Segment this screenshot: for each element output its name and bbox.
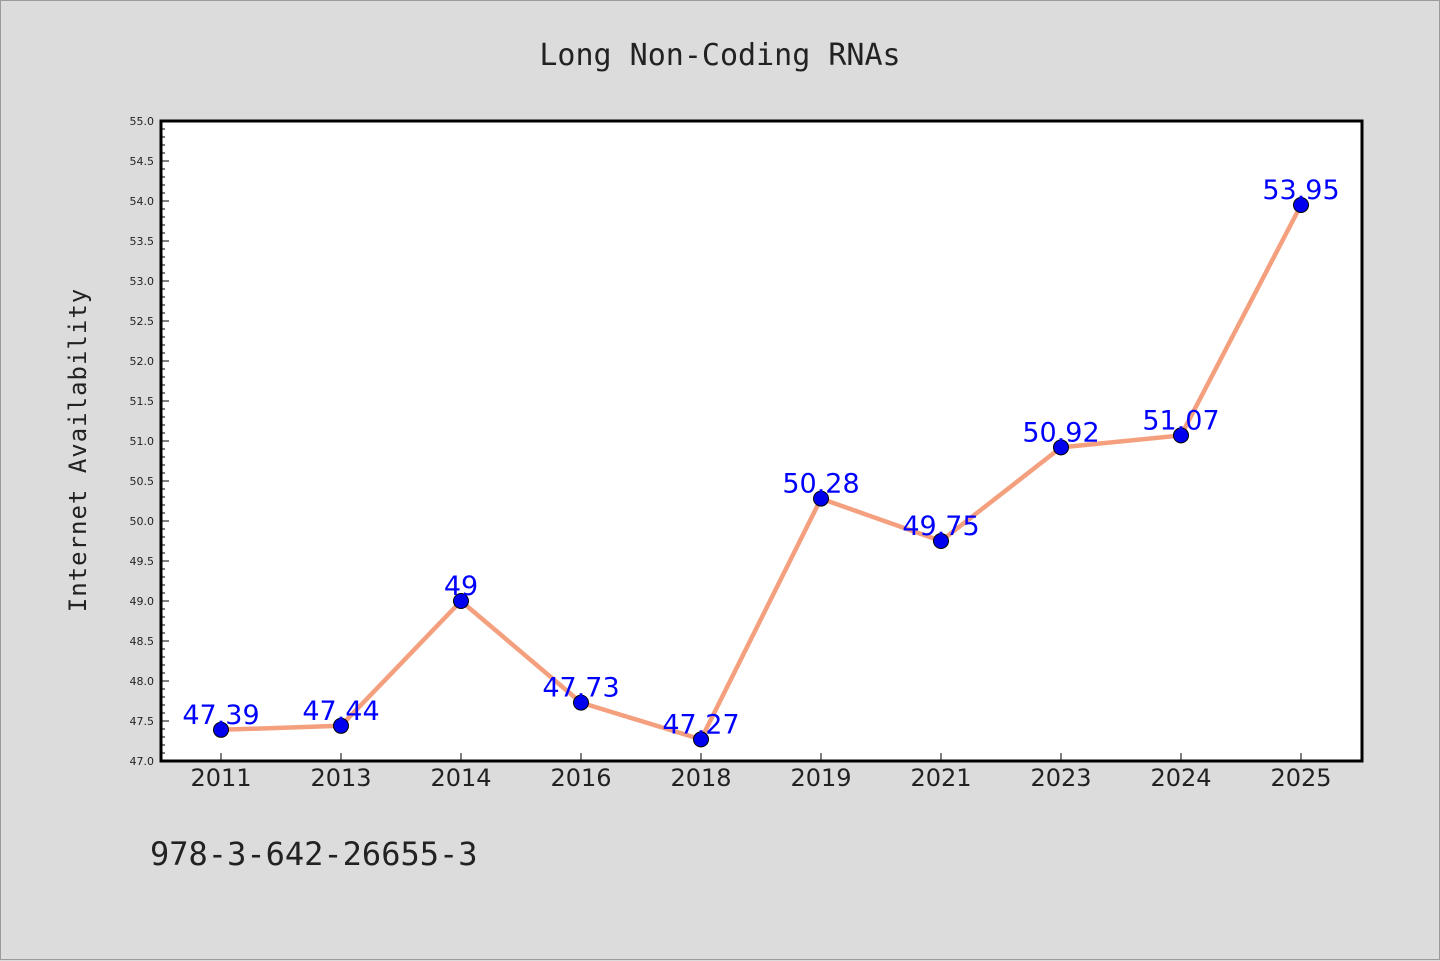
x-tick-label: 2025 <box>1270 764 1331 792</box>
data-label: 49 <box>444 571 478 602</box>
data-label: 49.75 <box>902 511 979 542</box>
x-tick-label: 2018 <box>670 764 731 792</box>
y-tick-label: 51.0 <box>130 435 155 448</box>
series-layer <box>213 197 1309 748</box>
isbn-footer: 978-3-642-26655-3 <box>150 835 478 873</box>
y-axis-label: Internet Availability <box>64 288 92 612</box>
y-tick-label: 48.5 <box>130 635 155 648</box>
y-tick-label: 48.0 <box>130 675 155 688</box>
data-label: 47.39 <box>182 700 259 731</box>
data-point <box>1053 439 1069 456</box>
y-tick-label: 47.0 <box>130 755 155 768</box>
x-tick-label: 2014 <box>430 764 491 792</box>
series-line <box>218 202 1304 742</box>
data-point <box>1173 427 1189 444</box>
data-point <box>1293 197 1309 213</box>
y-tick-label: 53.0 <box>130 275 155 288</box>
y-tick-label: 49.5 <box>130 555 155 568</box>
y-tick-label: 50.5 <box>130 475 155 488</box>
x-tick-label: 2019 <box>790 764 851 792</box>
plot-frame <box>159 119 1364 763</box>
x-tick-label: 2013 <box>310 764 371 792</box>
y-tick-label: 52.0 <box>130 355 155 368</box>
x-tick-label: 2021 <box>910 764 971 792</box>
y-tick-label: 47.5 <box>130 715 155 728</box>
chart-title: Long Non-Coding RNAs <box>539 38 900 73</box>
data-point <box>333 717 349 734</box>
data-label: 50.92 <box>1022 417 1099 448</box>
data-labels: 47.39 47.44 49 47.73 47.27 50.28 49.75 50.92 51.… <box>182 175 1339 740</box>
data-label: 47.73 <box>542 673 619 704</box>
x-tick-label: 2023 <box>1030 764 1091 792</box>
data-label: 50.28 <box>782 469 859 500</box>
data-label: 53.95 <box>1262 175 1339 206</box>
y-tick-label: 50.0 <box>130 515 155 528</box>
data-label: 47.44 <box>302 696 379 727</box>
data-point <box>813 490 829 507</box>
x-tick-label: 2016 <box>550 764 611 792</box>
y-tick-label: 51.5 <box>130 395 155 408</box>
y-axis-ticks: 47.0 47.5 48.0 48.5 49.0 49.5 50.0 50.5 51.0 51.5… <box>130 115 169 768</box>
y-tick-label: 55.0 <box>130 115 155 128</box>
y-tick-label: 53.5 <box>130 235 155 248</box>
y-tick-label: 54.0 <box>130 195 155 208</box>
data-label: 47.27 <box>662 709 739 740</box>
data-point <box>213 721 229 738</box>
data-point <box>693 731 709 748</box>
y-tick-label: 52.5 <box>130 315 155 328</box>
x-tick-label: 2024 <box>1150 764 1211 792</box>
x-tick-label: 2011 <box>190 764 251 792</box>
y-tick-label: 54.5 <box>130 155 155 168</box>
x-axis-ticks: 2011 2013 2014 2016 2018 2019 2021 2023 2024 2025 <box>190 753 1332 792</box>
data-label: 51.07 <box>1142 405 1219 436</box>
y-tick-label: 49.0 <box>130 595 155 608</box>
data-point <box>573 694 589 711</box>
plot-area <box>161 121 1362 761</box>
data-point <box>453 593 469 609</box>
data-point <box>933 533 949 549</box>
